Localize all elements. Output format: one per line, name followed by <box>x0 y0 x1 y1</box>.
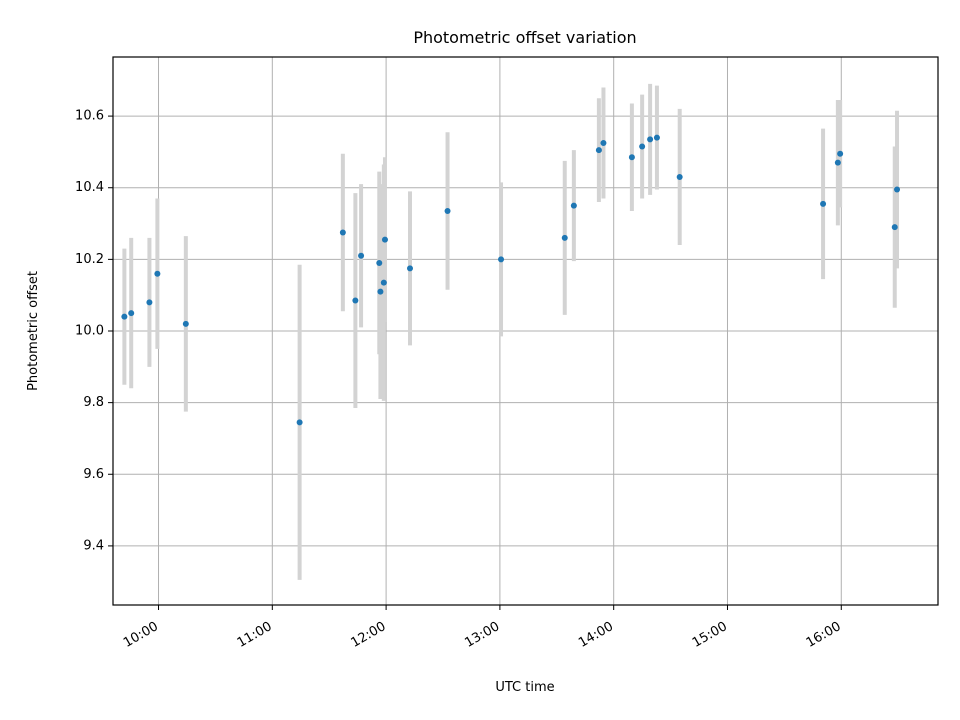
grid-layer <box>113 57 938 605</box>
data-point <box>834 159 841 166</box>
errorbar-layer <box>122 83 900 580</box>
y-axis-label: Photometric offset <box>26 271 41 391</box>
data-point <box>121 313 128 320</box>
data-point <box>182 320 189 327</box>
data-point <box>561 234 568 241</box>
data-point <box>647 136 654 143</box>
data-point <box>339 229 346 236</box>
y-tick-label: 10.2 <box>75 252 104 267</box>
y-tick-label: 10.0 <box>75 324 104 339</box>
x-axis-label: UTC time <box>495 680 554 695</box>
data-point <box>820 200 827 207</box>
chart-title: Photometric offset variation <box>413 28 636 47</box>
data-point <box>380 279 387 286</box>
data-point <box>639 143 646 150</box>
data-point <box>352 297 359 304</box>
x-tick-label: 13:00 <box>462 619 502 651</box>
data-point <box>358 252 365 259</box>
data-point <box>444 208 451 215</box>
data-point <box>407 265 413 272</box>
y-tick-label: 10.4 <box>75 180 104 195</box>
y-tick-label: 9.4 <box>83 538 104 553</box>
data-point <box>837 150 844 157</box>
data-point <box>154 270 161 277</box>
data-point <box>894 186 901 193</box>
data-point <box>595 147 602 154</box>
data-point <box>628 154 635 161</box>
data-point <box>600 139 607 146</box>
x-tick-label: 15:00 <box>690 619 730 651</box>
x-tick-label: 10:00 <box>121 619 161 651</box>
data-point <box>376 259 383 266</box>
data-point <box>498 256 505 263</box>
point-layer <box>121 134 901 426</box>
y-tick-label: 9.8 <box>83 395 104 410</box>
data-point <box>570 202 577 209</box>
data-point <box>146 299 153 306</box>
data-point <box>296 419 303 426</box>
x-tick-label: 11:00 <box>235 619 275 651</box>
y-tick-label: 9.6 <box>83 467 104 482</box>
data-point <box>128 310 135 317</box>
data-point <box>377 288 384 295</box>
x-tick-label: 16:00 <box>804 619 844 651</box>
tick-layer: 10:00 11:00 12:00 13:00 14:00 15:00 16:00 9.4 9.… <box>75 109 844 651</box>
x-tick-label: 14:00 <box>576 619 616 651</box>
x-tick-label: 12:00 <box>349 619 389 651</box>
data-point <box>891 224 898 231</box>
data-point <box>381 236 388 243</box>
y-tick-label: 10.6 <box>75 109 104 124</box>
data-point <box>676 173 683 180</box>
data-point <box>653 134 660 141</box>
